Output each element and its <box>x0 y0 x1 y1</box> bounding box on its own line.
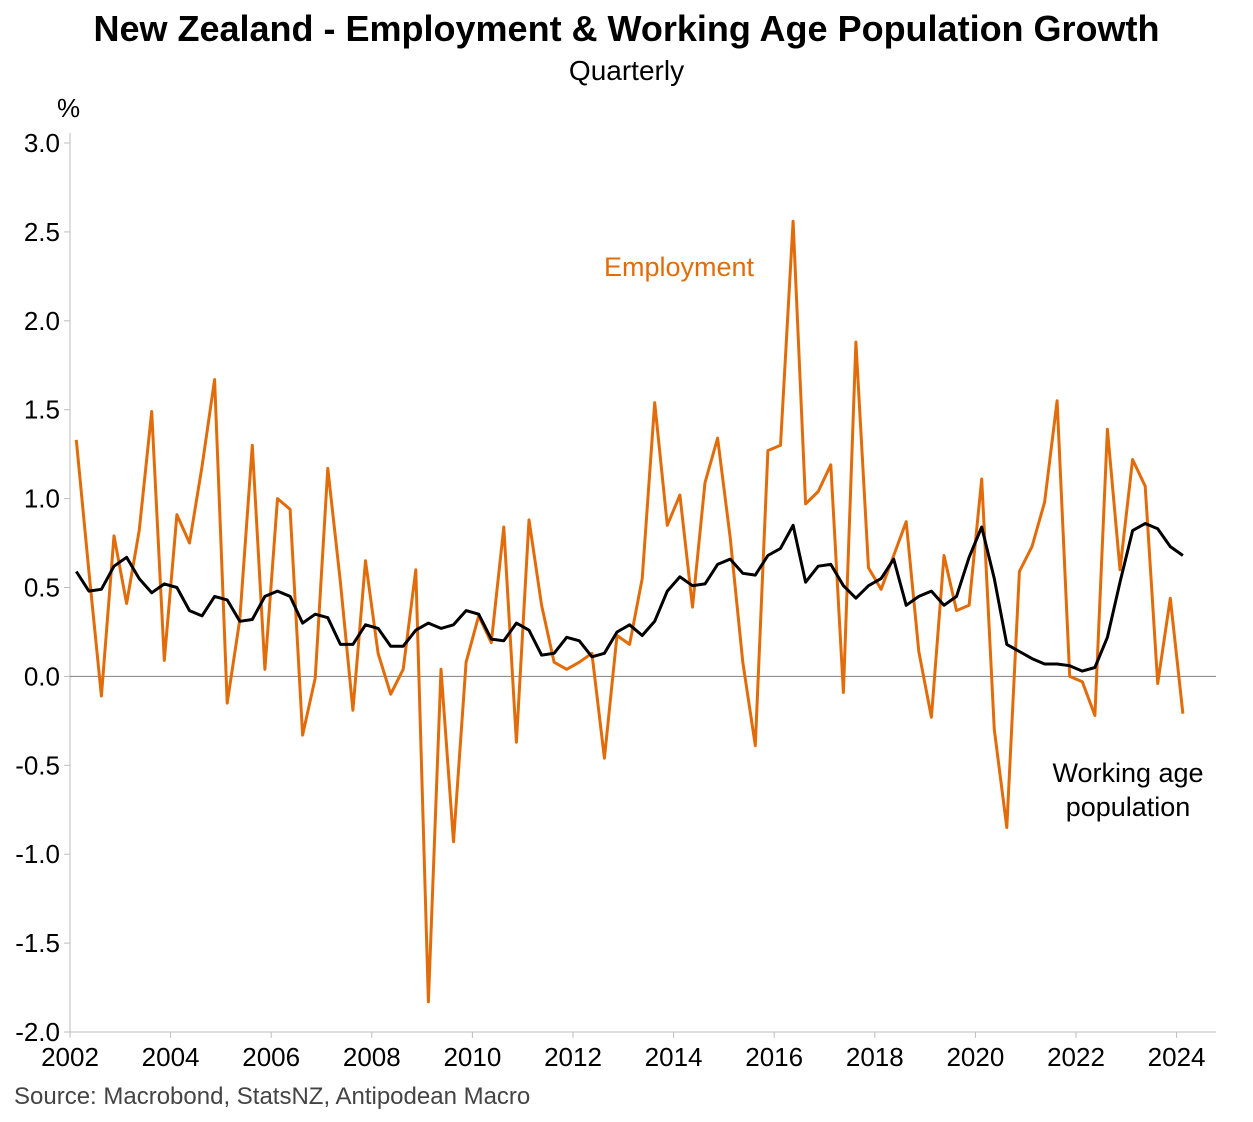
x-tick-label: 2022 <box>1047 1042 1105 1072</box>
y-tick-label: 0.5 <box>24 573 60 603</box>
chart-subtitle: Quarterly <box>568 55 685 86</box>
y-tick-label: 2.5 <box>24 217 60 247</box>
x-tick-label: 2010 <box>443 1042 501 1072</box>
x-tick-label: 2024 <box>1148 1042 1206 1072</box>
y-tick-label: -0.5 <box>15 750 60 780</box>
y-tick-label: 0.0 <box>24 661 60 691</box>
working-age-population-series-line <box>75 522 1184 673</box>
y-tick-label: 1.5 <box>24 395 60 425</box>
axes <box>64 133 1216 1038</box>
x-tick-label: 2018 <box>846 1042 904 1072</box>
x-tick-label: 2004 <box>142 1042 200 1072</box>
x-tick-labels: 2002 2004 2006 2008 2010 2012 2014 2016 2018 2020… <box>41 1042 1205 1072</box>
x-tick-label: 2014 <box>645 1042 703 1072</box>
x-tick-label: 2008 <box>343 1042 401 1072</box>
x-tick-label: 2012 <box>544 1042 602 1072</box>
y-tick-label: -2.0 <box>15 1017 60 1047</box>
x-tick-label: 2020 <box>946 1042 1004 1072</box>
x-tick-label: 2006 <box>242 1042 300 1072</box>
series-lines <box>74 219 1185 1004</box>
chart-title: New Zealand - Employment & Working Age P… <box>93 8 1160 49</box>
working-age-annotation-line2: population <box>1066 792 1191 822</box>
y-tick-label: -1.5 <box>15 928 60 958</box>
working-age-annotation-line1: Working age <box>1052 758 1203 788</box>
x-tick-label: 2016 <box>745 1042 803 1072</box>
y-tick-labels: 3.0 2.5 2.0 1.5 1.0 0.5 0.0 -0.5 -1.0 -1.5 -2.0 <box>15 128 60 1047</box>
y-tick-label: 3.0 <box>24 128 60 158</box>
employment-series-line <box>74 219 1185 1004</box>
y-tick-label: 2.0 <box>24 306 60 336</box>
y-axis-label: % <box>57 93 80 123</box>
employment-annotation: Employment <box>604 252 755 282</box>
y-tick-label: -1.0 <box>15 839 60 869</box>
y-tick-label: 1.0 <box>24 484 60 514</box>
x-tick-label: 2002 <box>41 1042 99 1072</box>
source-note: Source: Macrobond, StatsNZ, Antipodean M… <box>14 1083 531 1110</box>
